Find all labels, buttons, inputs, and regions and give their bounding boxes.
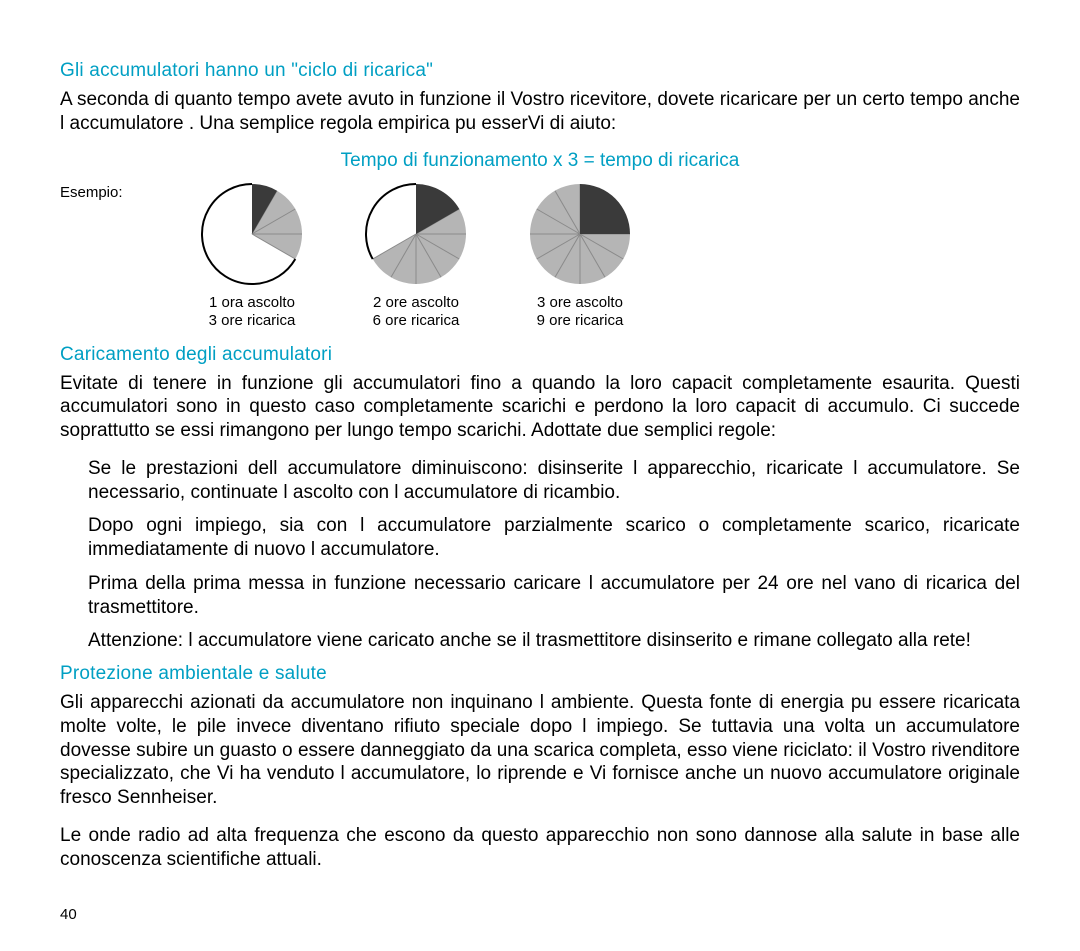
bullet-3: Prima della prima messa in funzione nece… (60, 572, 1020, 620)
bullet-4: Attenzione: l accumulatore viene caricat… (60, 629, 1020, 653)
bullet-2: Dopo ogni impiego, sia con l accumulator… (60, 514, 1020, 562)
manual-page: Gli accumulatori hanno un "ciclo di rica… (0, 0, 1080, 951)
paragraph-charging-intro: Evitate di tenere in funzione gli accumu… (60, 372, 1020, 443)
page-number: 40 (60, 906, 77, 923)
example-row: Esempio: 1 ora ascolto3 ore ricarica 2 or… (60, 182, 1020, 330)
heading-environment: Protezione ambientale e salute (60, 663, 1020, 685)
pie-caption-1: 1 ora ascolto3 ore ricarica (209, 294, 296, 330)
heading-charging: Caricamento degli accumulatori (60, 344, 1020, 366)
pie-chart-2: 2 ore ascolto6 ore ricarica (364, 182, 468, 330)
heading-cycle: Gli accumulatori hanno un "ciclo di rica… (60, 60, 1020, 82)
pie-caption-3: 3 ore ascolto9 ore ricarica (537, 294, 624, 330)
paragraph-cycle: A seconda di quanto tempo avete avuto in… (60, 88, 1020, 136)
pie-caption-2: 2 ore ascolto6 ore ricarica (373, 294, 460, 330)
paragraph-environment-2: Le onde radio ad alta frequenza che esco… (60, 824, 1020, 872)
pie-charts: 1 ora ascolto3 ore ricarica 2 ore ascolto… (200, 182, 632, 330)
pie-chart-1: 1 ora ascolto3 ore ricarica (200, 182, 304, 330)
bullet-1: Se le prestazioni dell accumulatore dimi… (60, 457, 1020, 505)
paragraph-environment-1: Gli apparecchi azionati da accumulatore … (60, 691, 1020, 810)
pie-chart-3: 3 ore ascolto9 ore ricarica (528, 182, 632, 330)
charging-rule: Tempo di funzionamento x 3 = tempo di ri… (60, 150, 1020, 172)
example-label: Esempio: (60, 182, 200, 201)
